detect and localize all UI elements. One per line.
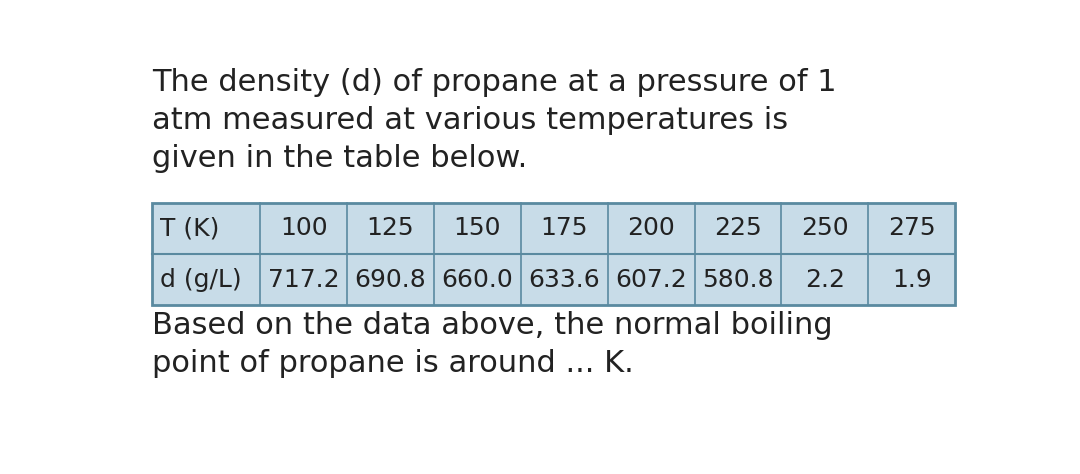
Text: 100: 100: [280, 217, 327, 240]
Text: 2.2: 2.2: [805, 267, 845, 292]
Text: 225: 225: [714, 217, 761, 240]
Text: 250: 250: [801, 217, 849, 240]
Text: 717.2: 717.2: [268, 267, 339, 292]
Text: 690.8: 690.8: [354, 267, 427, 292]
Text: 150: 150: [454, 217, 501, 240]
Text: 633.6: 633.6: [528, 267, 600, 292]
Text: 275: 275: [888, 217, 935, 240]
Text: 1.9: 1.9: [892, 267, 932, 292]
Text: 660.0: 660.0: [442, 267, 513, 292]
Text: d (g/L): d (g/L): [161, 267, 242, 292]
Text: T (K): T (K): [161, 217, 220, 240]
Text: Based on the data above, the normal boiling
point of propane is around ... K.: Based on the data above, the normal boil…: [151, 311, 833, 378]
Text: 125: 125: [367, 217, 415, 240]
Text: 175: 175: [541, 217, 588, 240]
Text: 200: 200: [627, 217, 675, 240]
Text: 607.2: 607.2: [616, 267, 687, 292]
Text: 580.8: 580.8: [702, 267, 774, 292]
Text: The density (d) of propane at a pressure of 1
atm measured at various temperatur: The density (d) of propane at a pressure…: [151, 68, 836, 173]
